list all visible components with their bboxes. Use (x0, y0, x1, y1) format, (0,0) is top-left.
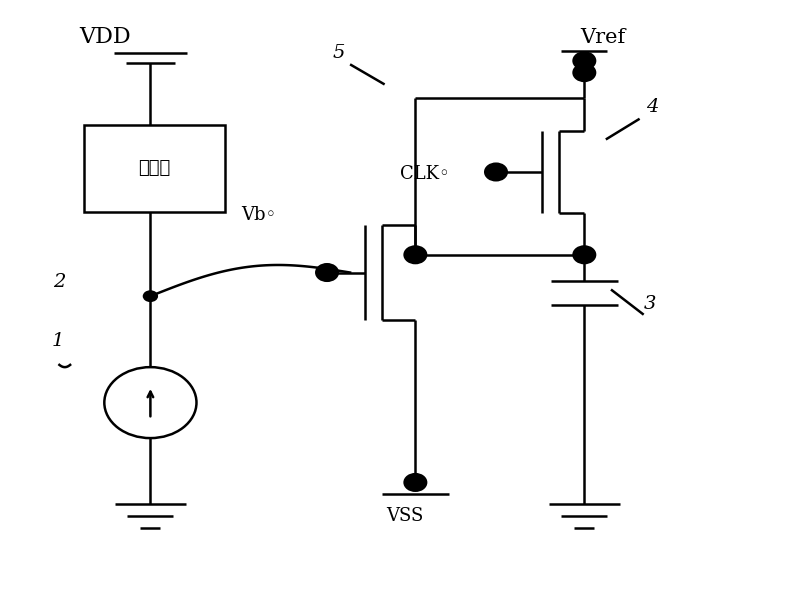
Text: 2: 2 (53, 274, 66, 291)
Circle shape (574, 52, 595, 69)
Text: CLK◦: CLK◦ (400, 165, 450, 183)
Bar (83, 124, 225, 212)
Text: 3: 3 (644, 295, 657, 313)
Circle shape (405, 474, 426, 491)
Circle shape (574, 64, 595, 81)
Circle shape (486, 164, 506, 180)
Circle shape (574, 246, 595, 263)
Circle shape (405, 246, 426, 263)
Text: VDD: VDD (79, 26, 130, 48)
Text: Vref: Vref (581, 28, 626, 47)
Text: 传感器: 传感器 (138, 160, 170, 177)
Circle shape (316, 264, 338, 281)
Circle shape (142, 290, 158, 302)
Text: 4: 4 (646, 98, 658, 116)
Text: VSS: VSS (386, 507, 423, 525)
Text: Vb◦: Vb◦ (241, 206, 276, 224)
Text: 1: 1 (51, 333, 64, 351)
Text: 5: 5 (333, 44, 345, 62)
